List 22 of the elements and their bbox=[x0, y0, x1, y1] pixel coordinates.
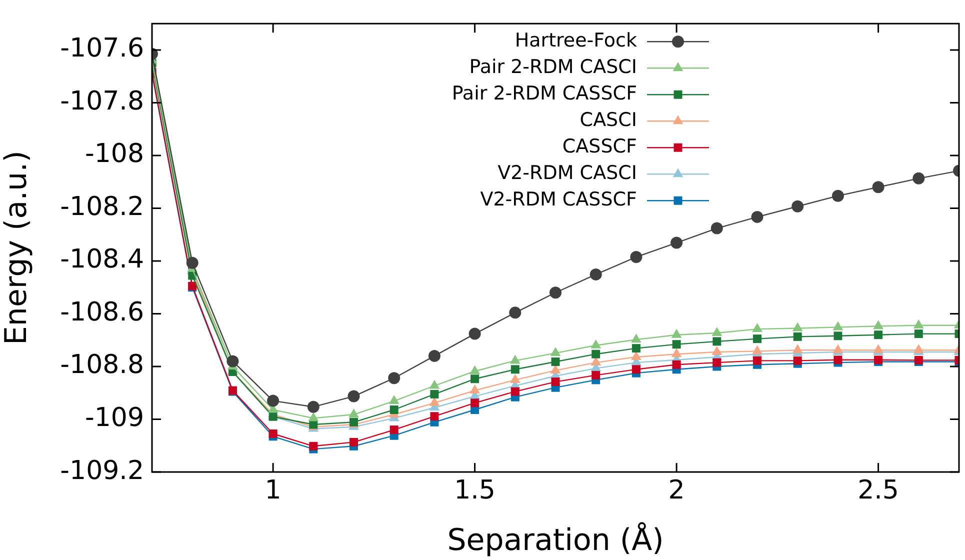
y-tick-label: -108.6 bbox=[60, 297, 144, 328]
x-tick-label: 2.5 bbox=[858, 475, 899, 506]
legend-label: V2-RDM CASSCF bbox=[480, 188, 637, 211]
legend-label: V2-RDM CASCI bbox=[498, 162, 637, 184]
y-tick-label: -109.2 bbox=[60, 456, 144, 486]
legend-label: Pair 2-RDM CASCI bbox=[469, 56, 637, 78]
y-tick-label: -108.4 bbox=[60, 244, 144, 275]
legend-label: CASCI bbox=[580, 109, 637, 132]
x-axis-title: Separation (Å) bbox=[447, 522, 664, 558]
y-tick-label: -107.8 bbox=[60, 86, 144, 116]
legend-label: Pair 2-RDM CASSCF bbox=[452, 82, 637, 105]
y-tick-label: -108.2 bbox=[60, 192, 144, 222]
y-axis-title: Energy (a.u.) bbox=[0, 150, 34, 346]
x-tick-label: 2 bbox=[668, 475, 685, 506]
y-tick-label: -109 bbox=[84, 402, 144, 433]
y-tick-label: -108.8 bbox=[60, 350, 144, 380]
y-tick-label: -108 bbox=[84, 139, 144, 170]
legend-label: Hartree-Fock bbox=[514, 30, 637, 52]
x-tick-label: 1 bbox=[264, 475, 282, 506]
x-tick-label: 1.5 bbox=[454, 475, 496, 506]
y-tick-label: -107.6 bbox=[60, 34, 144, 64]
legend-label: CASSCF bbox=[562, 136, 637, 158]
